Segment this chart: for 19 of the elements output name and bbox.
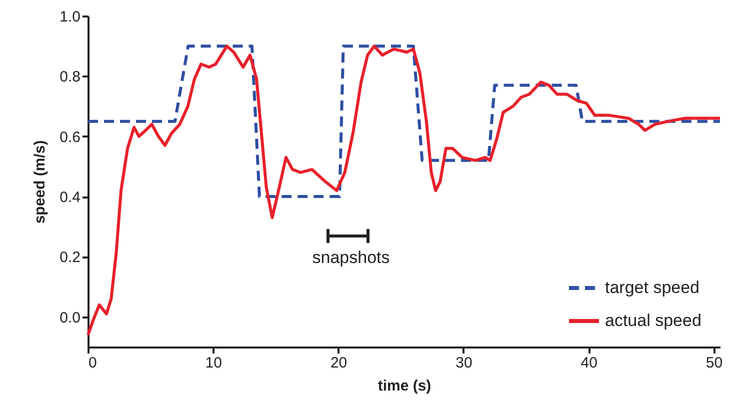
- legend-label: target speed: [605, 278, 700, 297]
- x-tick-label: 40: [580, 354, 598, 372]
- x-tick-label: 20: [330, 354, 348, 372]
- line-series: [86, 44, 722, 336]
- x-tick-label: 10: [205, 354, 222, 372]
- annotation: snapshots: [311, 248, 391, 268]
- x-axis-title: time (s): [378, 378, 432, 394]
- x-tick-label: 50: [706, 354, 723, 372]
- y-axis-title: speed (m/s): [32, 140, 49, 224]
- line-series: [86, 44, 722, 198]
- y-tick-label: 0.2: [60, 249, 80, 266]
- y-tick-label: 0.6: [60, 128, 80, 146]
- y-tick-label: 0.0: [60, 309, 80, 326]
- y-tick-label: 0.8: [60, 68, 80, 86]
- y-tick-label: 1.0: [60, 8, 80, 26]
- x-tick-label: 0: [88, 354, 97, 372]
- legend-label: actual speed: [605, 311, 702, 330]
- x-tick-label: 30: [456, 354, 472, 372]
- y-tick-label: 0.4: [60, 189, 80, 206]
